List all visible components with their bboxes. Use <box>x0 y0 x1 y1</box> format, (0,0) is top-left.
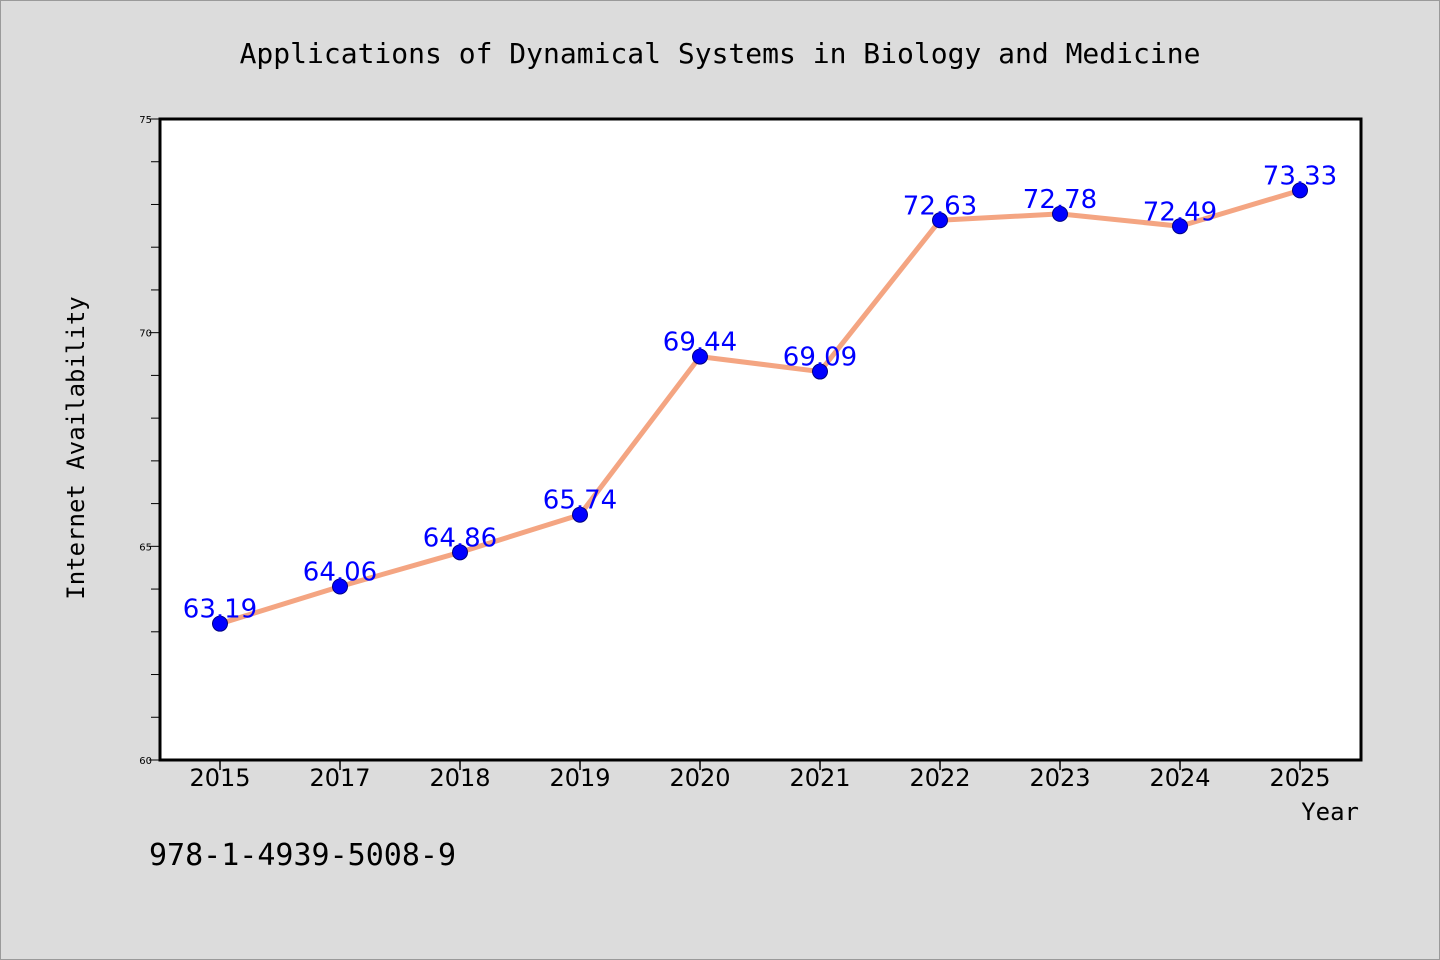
y-axis-label: Internet Availability <box>62 296 90 599</box>
data-label: 72.63 <box>903 191 977 221</box>
y-axis-ticks <box>149 118 159 761</box>
data-point <box>1052 205 1068 222</box>
data-label: 73.33 <box>1263 161 1337 191</box>
x-tick-label: 2017 <box>309 764 370 792</box>
data-label: 65.74 <box>543 486 617 516</box>
isbn-text: 978-1-4939-5008-9 <box>149 838 456 873</box>
x-tick-label: 2023 <box>1029 764 1090 792</box>
data-label: 64.86 <box>423 523 497 553</box>
y-tick-label: 70 <box>139 329 152 340</box>
data-point <box>572 506 588 523</box>
x-tick-label: 2025 <box>1269 764 1330 792</box>
data-point <box>212 615 228 632</box>
x-tick-label: 2019 <box>549 764 610 792</box>
x-tick-label: 2022 <box>909 764 970 792</box>
data-point <box>1292 182 1308 199</box>
data-labels: 63.19 64.06 64.86 65.74 69.44 69.09 72.63 72.78… <box>183 161 1337 624</box>
data-point <box>452 544 468 561</box>
y-tick-label: 60 <box>139 756 152 767</box>
x-tick-label: 2020 <box>669 764 730 792</box>
x-tick-label: 2021 <box>789 764 850 792</box>
data-point <box>812 363 828 380</box>
series-line <box>217 187 1303 627</box>
x-axis-tick-labels: 2015 2017 2018 2019 2020 2021 2022 2023 2024 2025 <box>189 764 1330 792</box>
x-tick-label: 2015 <box>189 764 250 792</box>
data-label: 69.44 <box>663 328 737 358</box>
y-tick-label: 75 <box>139 115 152 126</box>
x-axis-ticks <box>219 761 1301 770</box>
x-tick-label: 2018 <box>429 764 490 792</box>
data-label: 72.49 <box>1143 197 1217 227</box>
y-axis-tick-labels: 60 65 70 75 <box>139 115 152 767</box>
series-markers <box>212 182 1308 632</box>
data-label: 64.06 <box>303 558 377 588</box>
data-label: 69.09 <box>783 343 857 373</box>
data-point <box>332 578 348 595</box>
data-point <box>1172 218 1188 235</box>
x-axis-label: Year <box>1301 798 1359 826</box>
data-label: 63.19 <box>183 595 257 625</box>
chart-title: Applications of Dynamical Systems in Bio… <box>240 37 1201 70</box>
data-point <box>692 348 708 365</box>
y-tick-label: 65 <box>139 542 152 553</box>
data-label: 72.78 <box>1023 185 1097 215</box>
x-tick-label: 2024 <box>1149 764 1210 792</box>
data-point <box>932 212 948 229</box>
